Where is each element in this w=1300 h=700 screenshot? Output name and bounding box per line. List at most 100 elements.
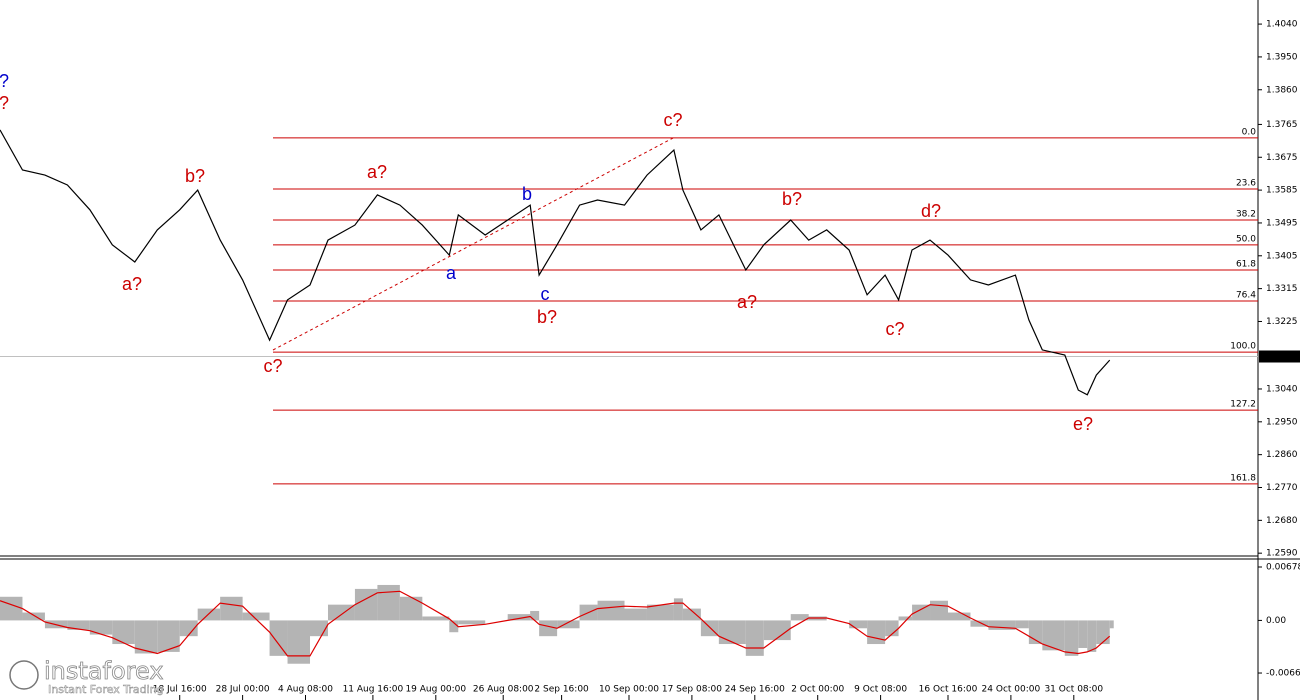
macd-bar [287, 620, 311, 664]
macd-bar [422, 616, 450, 621]
signal-line [0, 590, 1111, 657]
last-price-box [1259, 350, 1300, 363]
macd-bar [1015, 620, 1029, 629]
macd-bar [354, 588, 378, 621]
wave-label: b [522, 184, 532, 204]
brand-tagline: Instant Forex Trading [48, 683, 164, 696]
y-tick-label: 1.3860 [1266, 85, 1298, 95]
y-tick-label: -0.00668 [1266, 669, 1300, 679]
fib-label: 100.0 [1230, 342, 1256, 352]
fib-label: 61.8 [1236, 260, 1256, 270]
wave-label: ? [0, 93, 9, 113]
wave-label: c? [263, 356, 282, 376]
wave-label: e? [1073, 414, 1093, 434]
macd-bar [557, 620, 580, 629]
x-tick-label: 24 Sep 16:00 [725, 685, 785, 695]
macd-bar [327, 604, 355, 621]
y-tick-label: 0.00 [1266, 616, 1286, 626]
x-tick-label: 26 Aug 08:00 [473, 685, 534, 695]
macd-bar [930, 600, 948, 621]
macd-bar [646, 604, 674, 621]
x-tick-label: 19 Aug 00:00 [405, 685, 466, 695]
fib-label: 76.4 [1236, 291, 1256, 301]
macd-bar [399, 596, 423, 621]
wave-label: ? [0, 71, 9, 91]
brand-name: instaforex [44, 657, 164, 685]
y-tick-label: 1.3405 [1266, 251, 1298, 261]
y-tick-label: 1.3315 [1266, 284, 1298, 294]
macd-bar [988, 620, 1016, 630]
macd-bar [220, 596, 243, 621]
y-tick-label: 1.3225 [1266, 317, 1298, 327]
x-tick-label: 2 Oct 00:00 [791, 685, 844, 695]
macd-bar [458, 620, 486, 625]
fib-label: 127.2 [1230, 400, 1256, 410]
wave-label: d? [921, 201, 941, 221]
wave-label: c? [885, 319, 904, 339]
x-tick-label: 2 Sep 16:00 [534, 685, 589, 695]
macd-bar [179, 620, 198, 637]
macd-bar [763, 620, 791, 641]
y-tick-label: 0.00678 [1266, 563, 1300, 573]
macd-bar [269, 620, 288, 656]
y-tick-label: 1.3765 [1266, 120, 1298, 130]
x-tick-label: 18 Jul 16:00 [153, 685, 207, 695]
macd-bar [89, 620, 113, 635]
wave-label: c? [663, 110, 682, 130]
fib-label: 50.0 [1236, 234, 1256, 244]
x-tick-label: 31 Oct 08:00 [1044, 685, 1103, 695]
macd-bar [912, 604, 931, 621]
y-tick-label: 1.3675 [1266, 153, 1298, 163]
y-tick-label: 1.2590 [1266, 549, 1298, 559]
price-line [0, 129, 1111, 396]
macd-bar [530, 610, 540, 621]
macd-bar [1042, 620, 1065, 651]
x-tick-label: 9 Oct 08:00 [854, 685, 907, 695]
wave-label: a [446, 263, 457, 283]
y-tick-label: 1.3950 [1266, 52, 1298, 62]
macd-bar [0, 596, 23, 621]
wave-label: c [541, 284, 550, 304]
macd-bar [970, 620, 989, 627]
y-tick-label: 1.3040 [1266, 384, 1298, 394]
wave-label: a? [122, 274, 142, 294]
trend-line [272, 137, 674, 351]
macd-bar [624, 608, 647, 621]
macd-bar [539, 620, 558, 637]
macd-bar [1096, 620, 1110, 645]
y-tick-label: 1.3585 [1266, 186, 1298, 196]
fib-label: 161.8 [1230, 473, 1256, 483]
fib-label: 23.6 [1236, 179, 1256, 189]
y-tick-label: 1.2680 [1266, 516, 1298, 526]
x-tick-label: 28 Jul 00:00 [216, 685, 270, 695]
macd-bar [790, 614, 809, 621]
last-price-label: 1.3129 [1263, 352, 1295, 362]
macd-bar [377, 584, 400, 621]
wave-label: b? [185, 166, 205, 186]
y-tick-label: 1.4040 [1266, 20, 1298, 30]
wave-label: a? [737, 292, 757, 312]
macd-bar [947, 612, 971, 621]
wave-label: b? [537, 307, 557, 327]
x-tick-label: 24 Oct 00:00 [982, 685, 1041, 695]
macd-bar [134, 620, 158, 654]
x-tick-label: 17 Sep 08:00 [662, 685, 722, 695]
fib-label: 38.2 [1236, 210, 1256, 220]
macd-bar [885, 620, 899, 637]
macd-bar [1109, 620, 1114, 629]
macd-bar [867, 620, 886, 645]
x-tick-label: 16 Oct 16:00 [919, 685, 978, 695]
logo [9, 660, 39, 690]
macd-bar [507, 614, 531, 621]
fib-label: 0.0 [1242, 127, 1257, 137]
wave-label: b? [782, 189, 802, 209]
macd-bar [67, 620, 90, 630]
macd-bar [22, 612, 45, 621]
watermark: instaforex Instant Forex Trading [8, 657, 164, 696]
macd-bar [112, 620, 135, 645]
x-tick-label: 10 Sep 00:00 [599, 685, 659, 695]
macd-bar [1064, 620, 1079, 656]
macd-bar [157, 620, 180, 652]
